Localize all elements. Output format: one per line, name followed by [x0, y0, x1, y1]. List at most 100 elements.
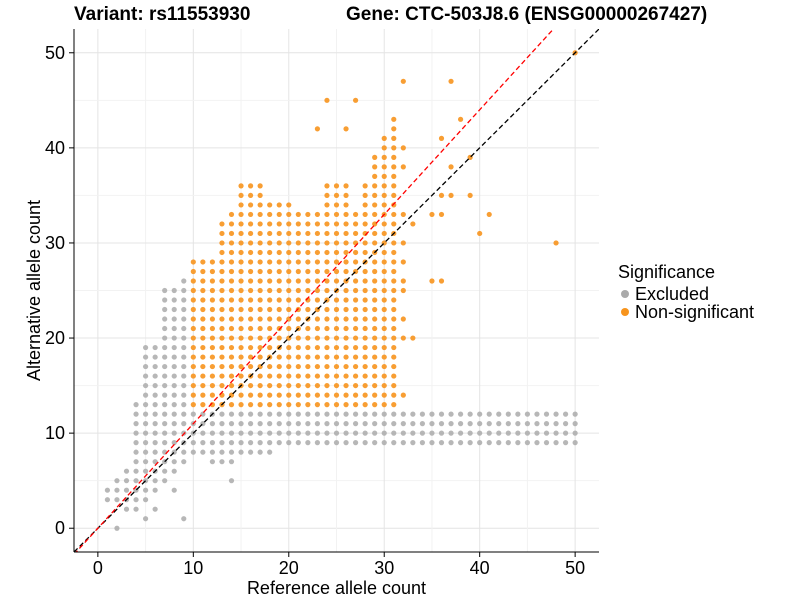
point-excluded	[133, 459, 139, 465]
point-excluded	[228, 430, 235, 436]
point-excluded	[324, 430, 330, 436]
point-non-significant	[190, 392, 196, 398]
point-excluded	[267, 430, 273, 436]
point-non-significant	[381, 306, 387, 313]
point-excluded	[181, 411, 187, 417]
point-non-significant	[362, 268, 368, 275]
y-tick-label: 40	[45, 138, 65, 158]
point-excluded	[142, 363, 149, 370]
point-excluded	[209, 440, 216, 446]
point-excluded	[257, 449, 263, 455]
point-non-significant	[305, 221, 311, 227]
point-excluded	[295, 411, 301, 417]
point-non-significant	[247, 335, 254, 341]
point-non-significant	[267, 392, 273, 398]
point-excluded	[123, 478, 130, 484]
point-non-significant	[362, 240, 368, 246]
point-non-significant	[286, 373, 292, 379]
point-non-significant	[391, 192, 397, 199]
point-non-significant	[314, 316, 321, 322]
point-non-significant	[343, 183, 349, 189]
point-non-significant	[276, 306, 282, 313]
point-non-significant	[219, 306, 225, 313]
legend-item-excluded: Excluded	[618, 285, 754, 303]
point-excluded	[200, 440, 206, 446]
point-excluded	[152, 478, 158, 484]
point-non-significant	[372, 183, 378, 189]
point-non-significant	[190, 335, 196, 341]
point-non-significant	[238, 202, 244, 208]
point-non-significant	[238, 373, 244, 379]
point-non-significant	[343, 240, 349, 246]
point-non-significant	[209, 335, 216, 341]
point-non-significant	[381, 154, 387, 160]
point-non-significant	[372, 392, 378, 398]
point-non-significant	[238, 240, 244, 246]
point-non-significant	[352, 211, 359, 218]
point-excluded	[171, 325, 177, 332]
point-excluded	[438, 440, 445, 446]
point-excluded	[162, 478, 168, 484]
point-excluded	[171, 440, 177, 446]
point-non-significant	[190, 316, 196, 322]
point-non-significant	[362, 249, 368, 256]
point-non-significant	[343, 221, 349, 227]
point-non-significant	[209, 354, 216, 360]
point-non-significant	[391, 363, 397, 370]
point-non-significant	[247, 287, 254, 294]
point-non-significant	[381, 382, 387, 389]
point-non-significant	[314, 344, 321, 351]
point-non-significant	[343, 363, 349, 370]
point-non-significant	[391, 287, 397, 294]
point-non-significant	[324, 202, 330, 208]
point-excluded	[343, 411, 349, 417]
point-excluded	[276, 411, 282, 417]
identity-line	[74, 29, 599, 552]
point-excluded	[142, 421, 149, 427]
point-excluded	[171, 402, 177, 408]
point-excluded	[181, 278, 187, 284]
point-non-significant	[314, 382, 321, 389]
point-non-significant	[228, 402, 235, 408]
point-excluded	[267, 440, 273, 446]
point-non-significant	[352, 402, 359, 408]
point-non-significant	[362, 325, 368, 332]
point-excluded	[142, 449, 149, 455]
point-excluded	[362, 430, 368, 436]
point-excluded	[171, 297, 177, 303]
point-non-significant	[276, 382, 282, 389]
point-non-significant	[295, 344, 301, 351]
point-non-significant	[238, 297, 244, 303]
point-excluded	[457, 411, 464, 417]
point-non-significant	[391, 116, 397, 122]
point-non-significant	[333, 240, 340, 246]
point-excluded	[152, 411, 158, 417]
point-excluded	[496, 430, 502, 436]
legend: Significance Excluded Non-significant	[618, 262, 754, 321]
point-excluded	[181, 421, 187, 427]
point-excluded	[333, 430, 340, 436]
point-excluded	[142, 382, 149, 389]
point-excluded	[133, 421, 139, 427]
point-excluded	[314, 421, 321, 427]
point-non-significant	[286, 240, 292, 246]
point-excluded	[572, 411, 578, 417]
point-non-significant	[362, 278, 368, 284]
point-non-significant	[381, 268, 387, 275]
point-excluded	[410, 430, 416, 436]
point-non-significant	[238, 268, 244, 275]
x-tick-label: 10	[183, 558, 203, 578]
point-excluded	[123, 487, 130, 493]
point-excluded	[181, 392, 187, 398]
point-excluded	[238, 449, 244, 455]
point-non-significant	[314, 240, 321, 246]
x-tick-label: 30	[374, 558, 394, 578]
point-non-significant	[343, 354, 349, 360]
point-non-significant	[305, 287, 311, 294]
point-excluded	[133, 468, 139, 474]
point-excluded	[104, 497, 111, 503]
point-non-significant	[228, 249, 235, 256]
point-excluded	[477, 421, 483, 427]
point-excluded	[477, 440, 483, 446]
point-excluded	[515, 421, 521, 427]
